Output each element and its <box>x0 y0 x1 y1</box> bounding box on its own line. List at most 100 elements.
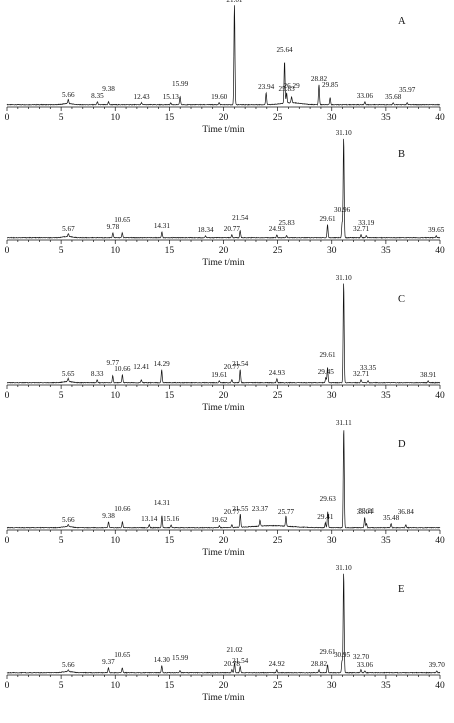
x-tick-label: 30 <box>327 246 337 256</box>
chromatogram-trace <box>6 5 441 106</box>
peak-label: 10.65 <box>114 651 131 659</box>
peak-label: 19.60 <box>211 93 228 101</box>
peak-label: 29.41 <box>317 513 334 521</box>
x-tick-label: 40 <box>435 113 445 123</box>
x-tick-label: 0 <box>5 391 10 401</box>
peak-label: 21.01 <box>226 0 243 4</box>
x-tick-label: 25 <box>273 536 283 546</box>
peak-label: 8.33 <box>91 370 104 378</box>
x-tick-label: 30 <box>327 391 337 401</box>
x-tick-label: 40 <box>435 246 445 256</box>
peak-label: 33.35 <box>360 364 377 372</box>
peak-label: 25.77 <box>278 508 295 516</box>
peak-label: 9.77 <box>106 359 119 367</box>
peak-label: 14.30 <box>154 656 171 664</box>
x-axis-title: Time t/min <box>202 693 244 703</box>
peak-label: 35.68 <box>385 93 402 101</box>
peak-label: 30.96 <box>334 206 351 214</box>
peak-label: 36.84 <box>398 508 415 516</box>
peak-label: 21.02 <box>226 646 243 654</box>
peak-label: 10.65 <box>114 216 131 224</box>
x-tick-label: 5 <box>59 113 64 123</box>
x-tick-label: 35 <box>381 246 391 256</box>
peak-label: 20.78 <box>224 660 241 668</box>
peak-label: 14.29 <box>154 360 171 368</box>
x-tick-label: 35 <box>381 681 391 691</box>
peak-label: 33.06 <box>357 661 374 669</box>
x-tick-label: 10 <box>111 681 121 691</box>
peak-label: 32.70 <box>353 653 370 661</box>
peak-label: 29.63 <box>320 495 337 503</box>
peak-label: 32.71 <box>353 370 370 378</box>
x-tick-label: 20 <box>219 681 229 691</box>
chromatogram-trace <box>6 573 441 674</box>
x-tick-label: 15 <box>165 246 175 256</box>
peak-label: 9.38 <box>102 512 115 520</box>
x-tick-label: 0 <box>5 536 10 546</box>
x-tick-label: 15 <box>165 681 175 691</box>
x-tick-label: 10 <box>111 536 121 546</box>
peak-label: 33.19 <box>358 219 375 227</box>
peak-label: 12.43 <box>133 93 150 101</box>
peak-label: 5.66 <box>62 516 75 524</box>
x-tick-label: 10 <box>111 246 121 256</box>
x-tick-label: 30 <box>327 113 337 123</box>
peak-label: 12.41 <box>133 363 150 371</box>
peak-label: 18.34 <box>197 226 214 234</box>
x-tick-label: 35 <box>381 536 391 546</box>
x-tick-label: 5 <box>59 391 64 401</box>
peak-label: 35.48 <box>383 514 400 522</box>
x-tick-label: 0 <box>5 246 10 256</box>
peak-label: 31.10 <box>336 274 353 282</box>
x-tick-label: 25 <box>273 246 283 256</box>
peak-label: 14.31 <box>154 499 171 507</box>
x-tick-label: 25 <box>273 391 283 401</box>
peak-label: 21.55 <box>232 505 249 513</box>
peak-label: 5.67 <box>62 225 75 233</box>
peak-label: 33.21 <box>358 507 375 515</box>
peak-label: 5.65 <box>62 370 75 378</box>
peak-label: 9.38 <box>102 85 115 93</box>
peak-label: 15.13 <box>163 93 180 101</box>
x-axis-title: Time t/min <box>202 548 244 558</box>
peak-label: 24.93 <box>269 369 286 377</box>
x-axis-title: Time t/min <box>202 258 244 268</box>
x-tick-label: 0 <box>5 681 10 691</box>
chromatogram-trace <box>6 138 441 239</box>
peak-label: 39.65 <box>428 226 445 234</box>
x-tick-label: 35 <box>381 391 391 401</box>
peak-label: 5.66 <box>62 91 75 99</box>
panel-label: C <box>398 294 405 305</box>
x-tick-label: 35 <box>381 113 391 123</box>
peak-label: 33.06 <box>357 92 374 100</box>
peak-label: 20.77 <box>224 508 241 516</box>
peak-label: 13.14 <box>141 515 158 523</box>
peak-label: 38.91 <box>420 371 437 379</box>
x-tick-label: 15 <box>165 391 175 401</box>
x-tick-label: 30 <box>327 536 337 546</box>
x-tick-label: 15 <box>165 113 175 123</box>
panel-label: B <box>398 149 405 160</box>
peak-label: 19.62 <box>211 516 228 524</box>
x-tick-label: 25 <box>273 113 283 123</box>
peak-label: 5.66 <box>62 661 75 669</box>
x-tick-label: 10 <box>111 113 121 123</box>
x-tick-label: 5 <box>59 536 64 546</box>
x-tick-label: 40 <box>435 391 445 401</box>
x-axis-title: Time t/min <box>202 403 244 413</box>
peak-label: 24.92 <box>269 660 286 668</box>
peak-label: 25.64 <box>276 46 293 54</box>
peak-label: 29.61 <box>319 351 336 359</box>
x-tick-label: 20 <box>219 246 229 256</box>
x-tick-label: 40 <box>435 681 445 691</box>
peak-label: 23.37 <box>252 505 269 513</box>
x-tick-label: 25 <box>273 681 283 691</box>
peak-label: 32.71 <box>353 225 370 233</box>
peak-label: 31.11 <box>336 419 352 427</box>
peak-label: 26.29 <box>284 82 301 90</box>
x-tick-label: 20 <box>219 391 229 401</box>
chromatogram-trace <box>6 430 441 529</box>
peak-label: 28.82 <box>311 75 328 83</box>
chromatogram-trace <box>6 283 441 384</box>
peak-label: 10.66 <box>114 365 131 373</box>
